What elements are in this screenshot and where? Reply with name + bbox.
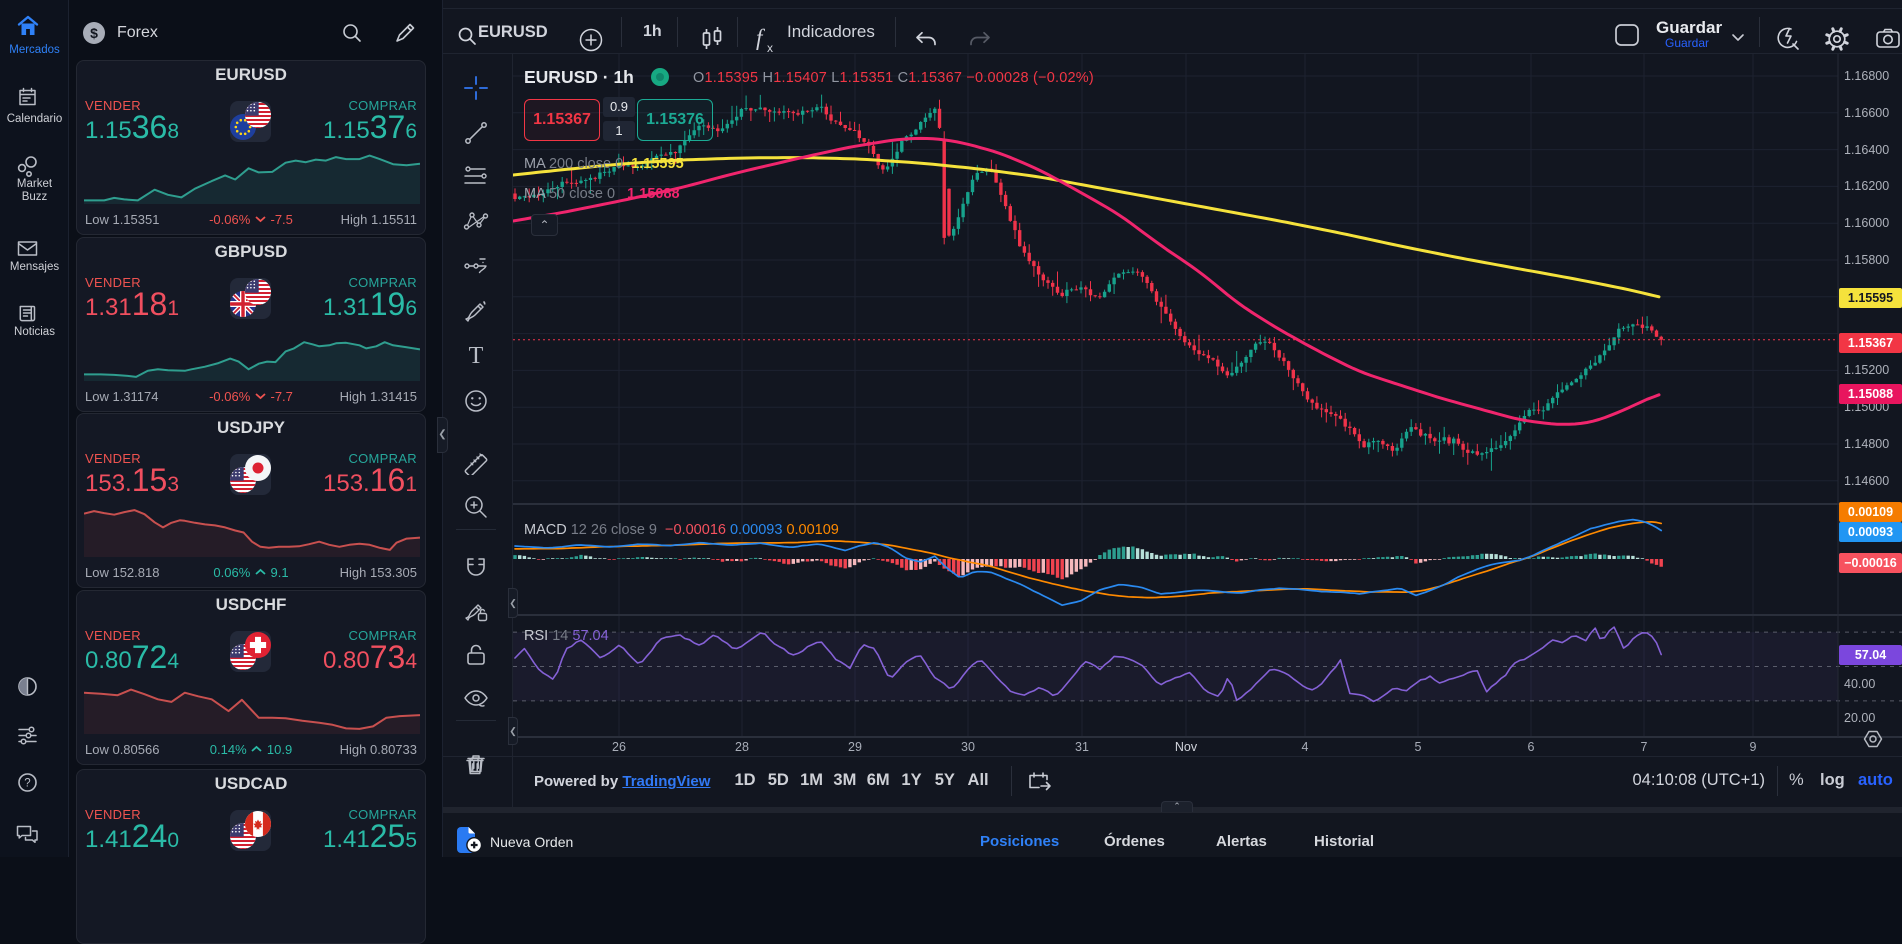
svg-text:T: T [469,343,484,368]
svg-text:x: x [767,41,773,55]
svg-text:?: ? [24,778,30,790]
svg-text:f: f [756,25,766,50]
